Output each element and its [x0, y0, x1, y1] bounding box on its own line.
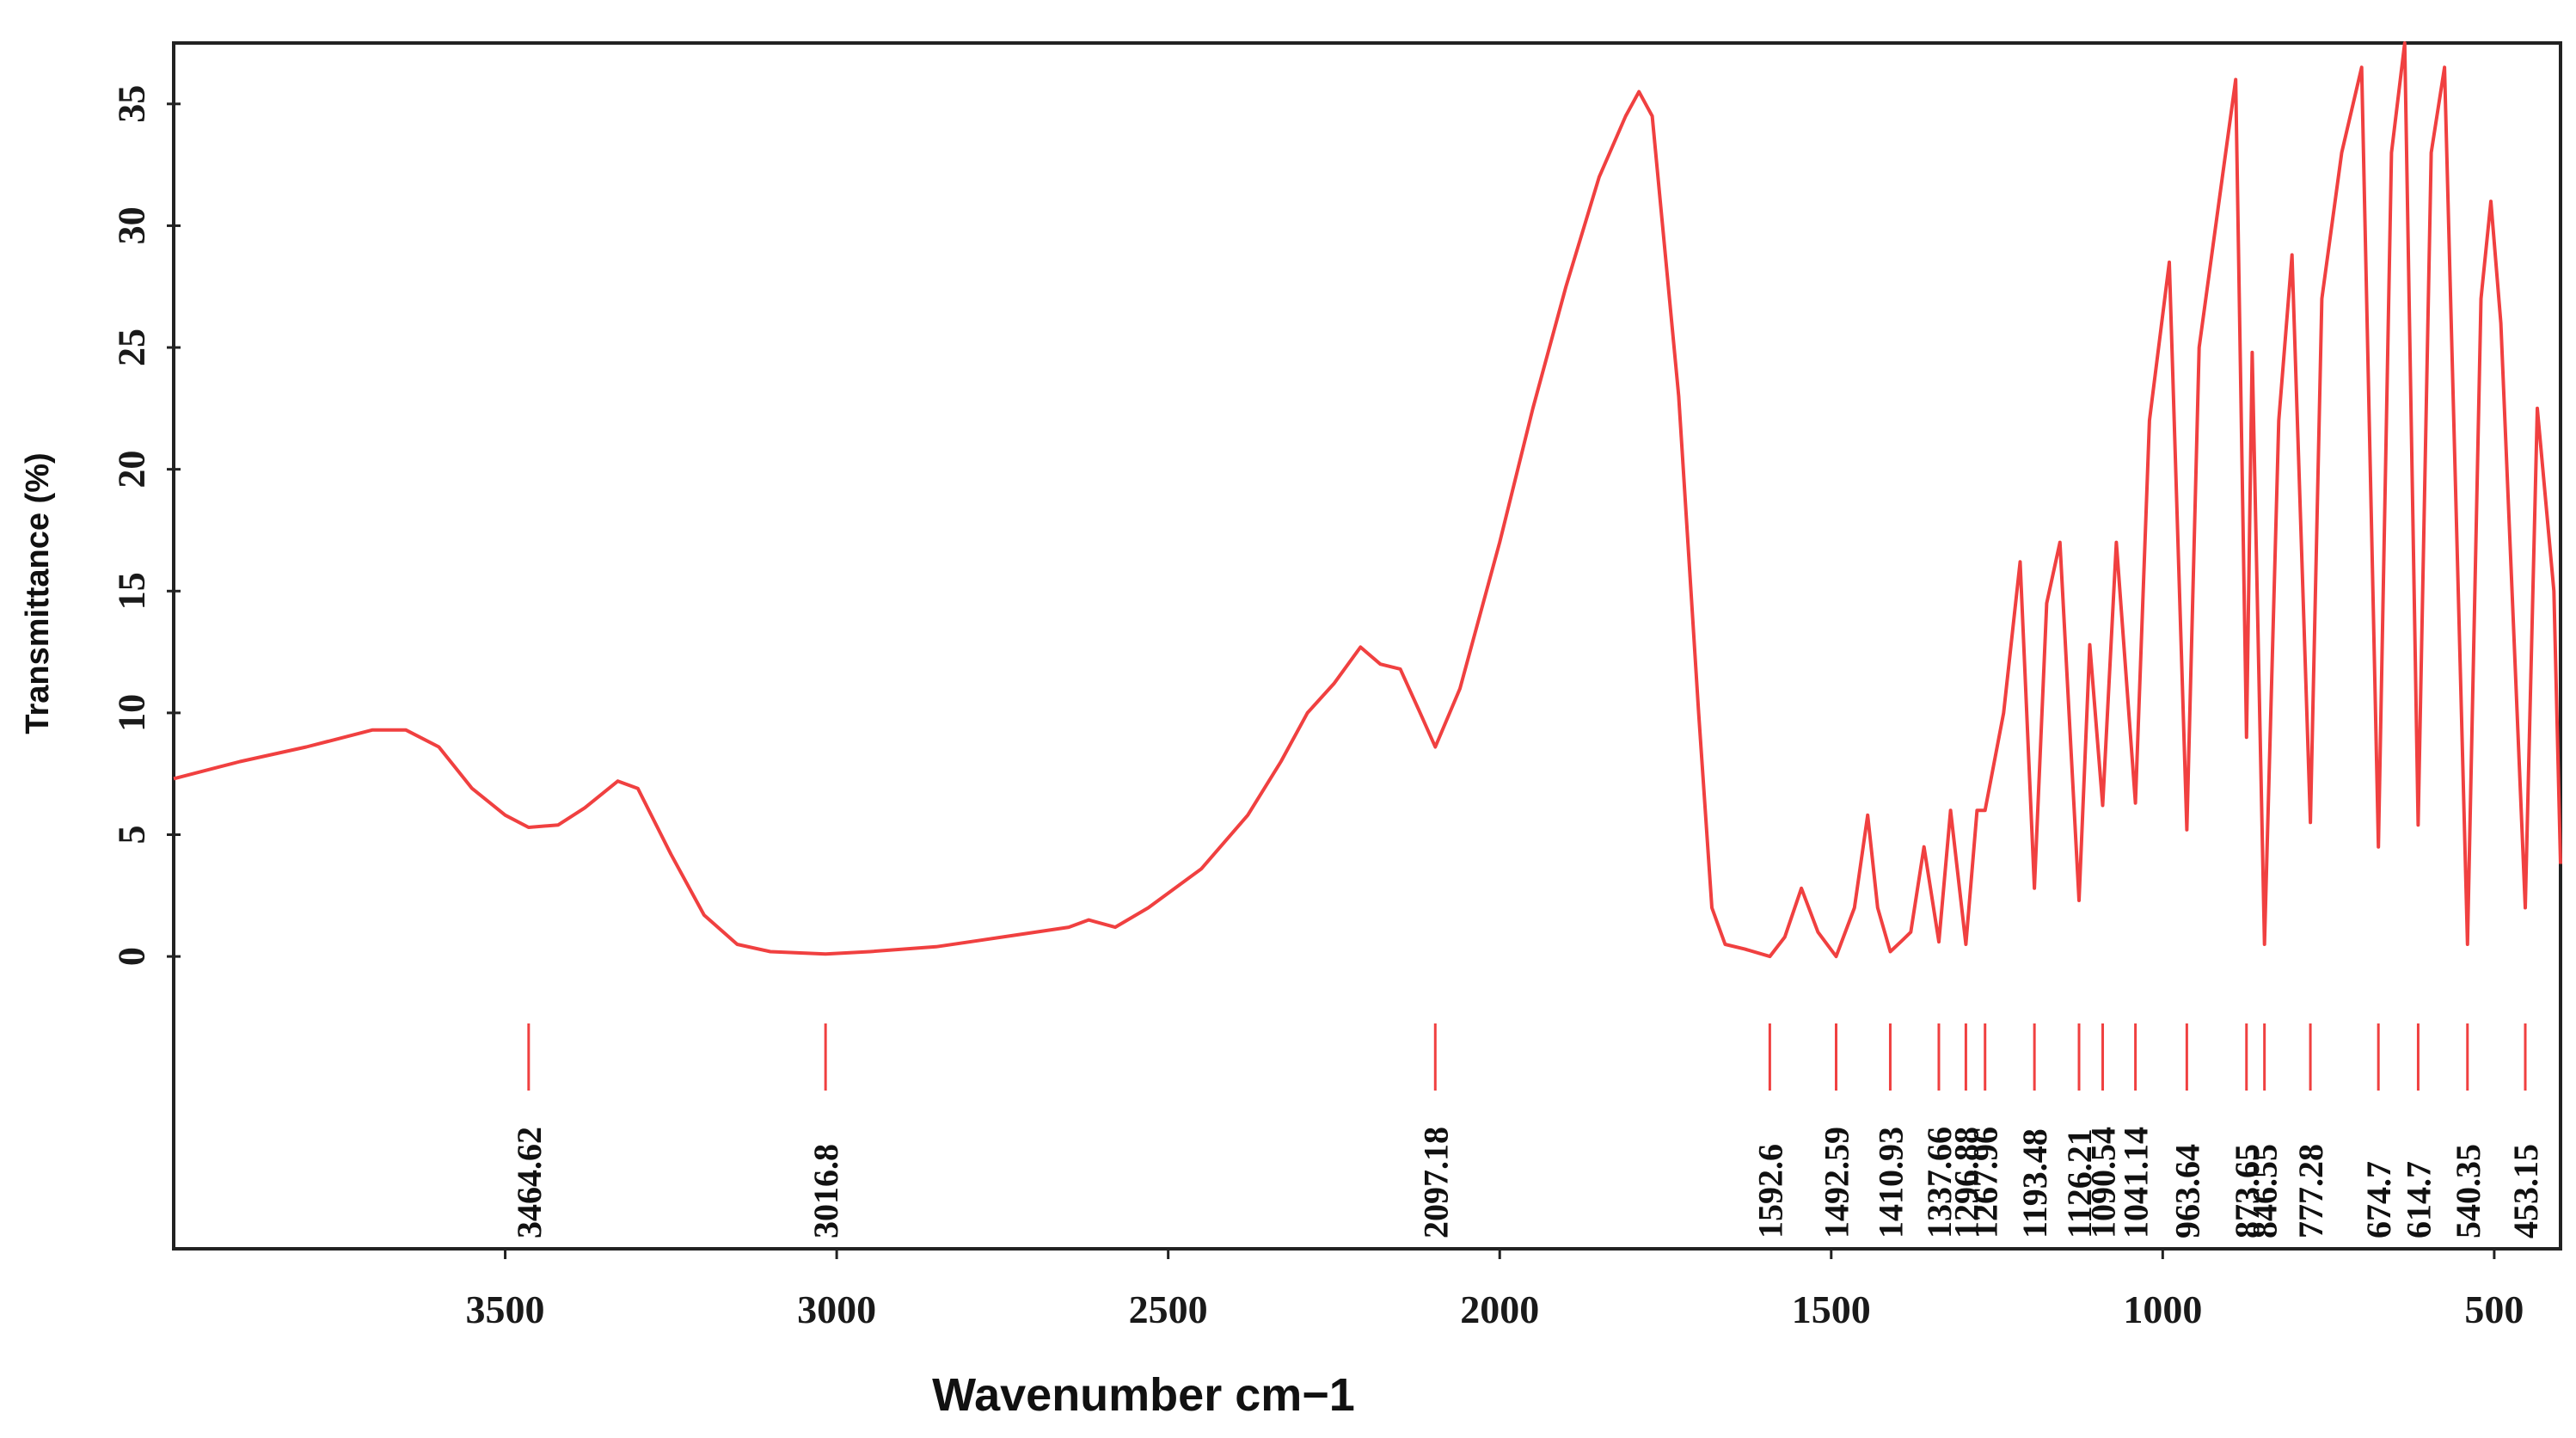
y-tick-label: 20 [110, 451, 152, 489]
peak-label: 846.55 [2246, 1144, 2285, 1238]
x-axis: 3500 3000 2500 2000 1500 1000 500 [466, 1249, 2524, 1331]
x-tick-label: 1000 [2123, 1287, 2202, 1331]
peak-label: 2097.18 [1416, 1127, 1455, 1238]
spectrum-line [173, 41, 2562, 959]
peak-label: 1193.48 [2015, 1128, 2054, 1238]
peak-label: 1592.6 [1751, 1144, 1789, 1238]
y-tick-label: 10 [110, 694, 152, 732]
y-tick-label: 25 [110, 329, 152, 366]
y-tick-label: 0 [110, 947, 152, 966]
x-tick-label: 2500 [1129, 1287, 1208, 1331]
peak-label: 1041.14 [2117, 1127, 2156, 1238]
y-tick-label: 5 [110, 826, 152, 845]
peak-label: 1410.93 [1871, 1127, 1910, 1238]
x-tick-label: 500 [2464, 1287, 2524, 1331]
peak-annotations: 3464.62 3016.8 2097.18 1592.6 1492.59 1410.93… [510, 1023, 2545, 1238]
plot-frame [172, 41, 2562, 1251]
peak-label: 1337.66 [1920, 1127, 1959, 1238]
x-axis-title: Wavenumber cm−1 [932, 1369, 1355, 1421]
peak-label: 963.64 [2168, 1144, 2206, 1238]
peak-label: 873.65 [2228, 1144, 2266, 1238]
peak-label: 1267.96 [1966, 1127, 2005, 1238]
peak-label: 614.7 [2399, 1161, 2438, 1238]
peak-label: 453.15 [2506, 1144, 2545, 1238]
x-tick-label: 1500 [1792, 1287, 1871, 1331]
y-tick-label: 35 [110, 85, 152, 123]
peak-label: 540.35 [2449, 1144, 2487, 1238]
y-tick-label: 15 [110, 572, 152, 610]
peak-label: 674.7 [2359, 1161, 2398, 1238]
y-axis-title: Transmittance (%) [20, 452, 56, 734]
peak-label: 3464.62 [510, 1127, 549, 1238]
peak-label: 3016.8 [807, 1144, 845, 1238]
peak-label: 1126.21 [2060, 1128, 2099, 1238]
x-tick-label: 3500 [466, 1287, 545, 1331]
peak-label: 777.28 [2291, 1144, 2330, 1238]
peak-label: 1492.59 [1817, 1127, 1855, 1238]
x-tick-label: 2000 [1460, 1287, 1539, 1331]
y-tick-label: 30 [110, 206, 152, 244]
y-axis: 0 5 10 15 20 25 30 35 [110, 85, 181, 966]
x-tick-label: 3000 [797, 1287, 876, 1331]
peak-label: 1296.88 [1947, 1127, 1985, 1238]
peak-label: 1090.54 [2084, 1127, 2123, 1238]
